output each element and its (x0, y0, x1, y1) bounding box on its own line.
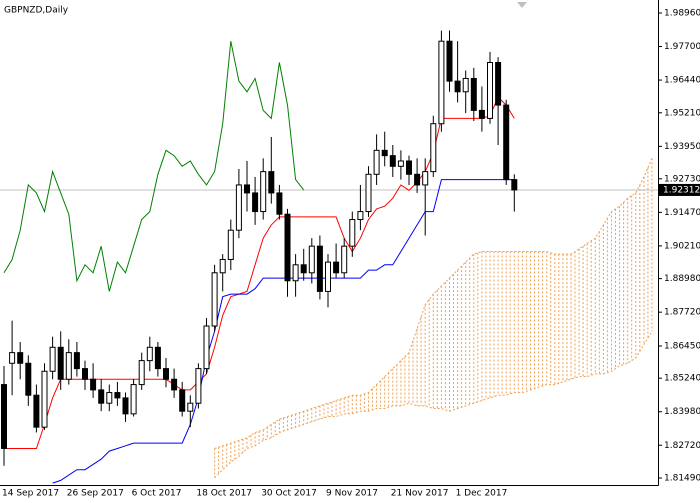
candle-body (57, 346, 64, 380)
candle-body (219, 258, 226, 274)
candle-body (90, 378, 97, 391)
x-tick-label: 26 Sep 2017 (67, 489, 124, 499)
candle-body (478, 109, 485, 119)
y-tick-label: 1.92730 (664, 174, 700, 184)
candle-body (106, 392, 113, 404)
candle-body (503, 104, 510, 181)
y-tick-label: 1.95210 (664, 108, 700, 118)
cloud-span-a (214, 158, 653, 449)
candle-body (422, 171, 429, 186)
candle-body (41, 370, 48, 428)
candle-body (462, 77, 469, 93)
candle-body (381, 149, 388, 157)
candle-body (284, 213, 291, 282)
candle-body (171, 378, 178, 391)
candle-body (511, 179, 518, 191)
candle-body (454, 80, 461, 93)
candle-body (244, 184, 250, 194)
candle-body (154, 346, 161, 370)
candle-body (235, 184, 242, 231)
candle-body (65, 352, 72, 380)
last-price-box (659, 183, 700, 196)
candle-body (357, 211, 364, 221)
y-tick-label: 1.83980 (664, 407, 700, 417)
candle-body (98, 389, 105, 404)
y-tick-label: 1.88980 (664, 274, 700, 284)
candle-body (308, 245, 315, 274)
candle-body (397, 160, 404, 167)
candle-body (373, 149, 380, 175)
candle-body (292, 264, 299, 282)
candle-body (1, 384, 7, 449)
candle-body (130, 384, 137, 415)
candle-body (470, 77, 477, 111)
y-tick-label: 1.82720 (664, 441, 700, 451)
candle-body (49, 346, 56, 372)
candle-body (203, 325, 210, 370)
indicator-line (52, 179, 515, 484)
last-price-label: 1.92312 (663, 185, 700, 195)
candle-body (325, 261, 331, 292)
candle-body (17, 352, 24, 364)
candle-body (316, 245, 323, 292)
candle-body (341, 245, 348, 274)
y-tick-label: 1.97700 (664, 42, 700, 52)
candle-body (114, 392, 121, 399)
candle-body (25, 362, 32, 396)
y-tick-label: 1.85240 (664, 374, 700, 384)
candle-body (187, 402, 194, 412)
y-tick-label: 1.93950 (664, 142, 700, 152)
indicator-line (4, 96, 515, 449)
candle-body (365, 173, 372, 213)
x-tick-label: 1 Dec 2017 (456, 489, 508, 499)
y-tick-label: 1.91470 (664, 208, 700, 218)
y-tick-label: 1.96440 (664, 76, 700, 86)
candle-body (73, 352, 80, 370)
candle-body (211, 272, 218, 327)
y-tick-label: 1.87720 (664, 308, 700, 318)
chart-title: GBPNZD,Daily (4, 6, 69, 16)
y-tick-label: 1.98960 (664, 8, 700, 18)
shift-marker (517, 2, 527, 8)
y-tick-label: 1.81490 (664, 473, 700, 483)
candle-body (300, 264, 307, 274)
cloud-span-b (214, 331, 653, 479)
candle-body (268, 171, 275, 194)
candle-body (138, 360, 145, 386)
candle-body (446, 40, 453, 82)
candle-body (349, 219, 356, 247)
candle-body (227, 229, 234, 260)
candle-body (82, 368, 88, 380)
x-tick-label: 30 Oct 2017 (261, 489, 317, 499)
x-tick-label: 6 Oct 2017 (132, 489, 182, 499)
candle-body (333, 261, 340, 274)
candle-body (389, 155, 396, 167)
candle-body (33, 394, 40, 428)
candle-body (495, 61, 502, 106)
x-tick-label: 9 Nov 2017 (326, 489, 378, 499)
candle-body (487, 61, 493, 119)
candle-body (438, 40, 445, 125)
candle-body (195, 368, 202, 404)
y-tick-label: 1.90210 (664, 241, 700, 251)
x-tick-label: 21 Nov 2017 (391, 489, 449, 499)
candle-body (276, 192, 283, 215)
candle-body (406, 160, 412, 175)
candle-body (122, 397, 129, 415)
x-tick-label: 18 Oct 2017 (196, 489, 252, 499)
candle-body (146, 346, 153, 362)
y-tick-label: 1.86450 (664, 341, 700, 351)
x-tick-label: 14 Sep 2017 (2, 489, 59, 499)
candle-body (430, 123, 437, 173)
candle-body (260, 171, 267, 213)
indicator-line (3, 41, 305, 292)
candle-body (9, 352, 16, 364)
candle-body (252, 192, 259, 213)
candle-body (414, 173, 421, 186)
candle-body (163, 368, 169, 380)
candle-body (179, 389, 186, 412)
